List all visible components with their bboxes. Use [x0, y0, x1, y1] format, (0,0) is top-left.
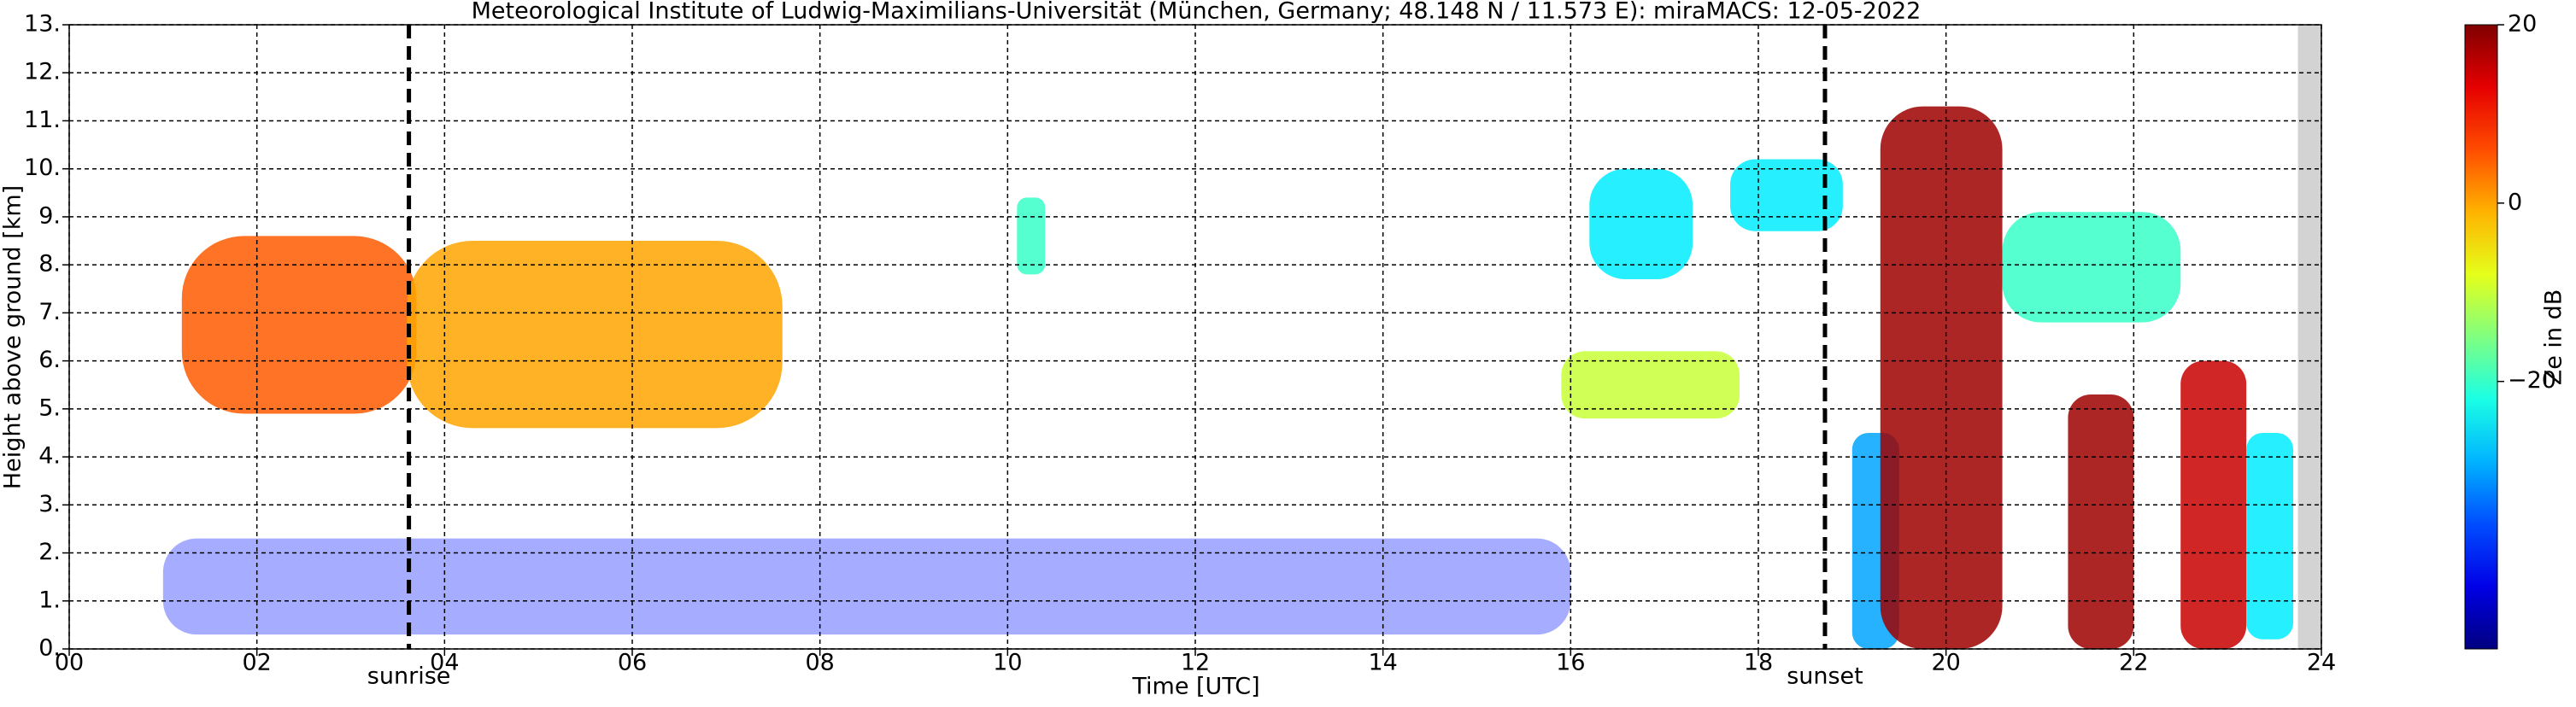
x-tick-label: 12: [1181, 650, 1210, 676]
radar-echo: [2068, 394, 2134, 649]
y-tick-label: 5.: [38, 394, 61, 421]
radar-echo: [407, 241, 783, 429]
y-tick-label: 7.: [38, 299, 61, 325]
y-tick-label: 11.: [24, 107, 61, 133]
radar-echo: [1561, 351, 1740, 419]
event-label: sunset: [1787, 663, 1863, 690]
y-tick-label: 4.: [38, 443, 61, 470]
radar-echo: [2180, 360, 2247, 649]
radar-echo: [181, 236, 417, 414]
x-tick-label: 16: [1556, 650, 1585, 676]
radar-echo: [1017, 197, 1046, 275]
colorbar-tick-label: −20: [2508, 367, 2556, 394]
y-tick-label: 8.: [38, 251, 61, 278]
y-tick-label: 9.: [38, 202, 61, 229]
y-tick-label: 6.: [38, 347, 61, 373]
event-label: sunrise: [367, 663, 451, 690]
missing-data: [2297, 25, 2321, 649]
colorbar-label: Ze in dB: [2541, 289, 2567, 386]
radar-echo: [1880, 106, 2003, 650]
x-tick-label: 04: [430, 650, 459, 676]
radar-echo: [2246, 432, 2294, 640]
colorbar-tick-label: 0: [2508, 189, 2522, 215]
x-tick-label: 22: [2119, 650, 2148, 676]
x-tick-label: 06: [618, 650, 647, 676]
x-tick-label: 18: [1744, 650, 1773, 676]
x-tick-label: 02: [242, 650, 271, 676]
y-tick-label: 2.: [38, 539, 61, 565]
x-tick-label: 10: [993, 650, 1022, 676]
chart-title: Meteorological Institute of Ludwig-Maxim…: [472, 0, 1922, 25]
x-tick-label: 20: [1931, 650, 1960, 676]
plot-area: [162, 106, 2294, 650]
radar-echo: [1589, 168, 1693, 280]
x-tick-label: 14: [1368, 650, 1397, 676]
y-axis-label: Height above ground [km]: [0, 185, 26, 489]
x-tick-label: 24: [2307, 650, 2336, 676]
colorbar-tick-label: 20: [2508, 11, 2537, 38]
y-tick-label: 12.: [24, 59, 61, 85]
y-tick-label: 13.: [24, 11, 61, 38]
y-tick-label: 3.: [38, 491, 61, 517]
colorbar: [2464, 24, 2498, 650]
x-tick-label: 00: [55, 650, 84, 676]
y-tick-label: 0.: [38, 635, 61, 662]
y-tick-label: 1.: [38, 587, 61, 613]
x-tick-label: 08: [805, 650, 834, 676]
x-axis-label: Time [UTC]: [1131, 674, 1259, 700]
y-tick-label: 10.: [24, 155, 61, 181]
radar-echo: [162, 538, 1571, 635]
radar-echo: [2002, 212, 2181, 323]
plot-frame: [68, 24, 2322, 650]
